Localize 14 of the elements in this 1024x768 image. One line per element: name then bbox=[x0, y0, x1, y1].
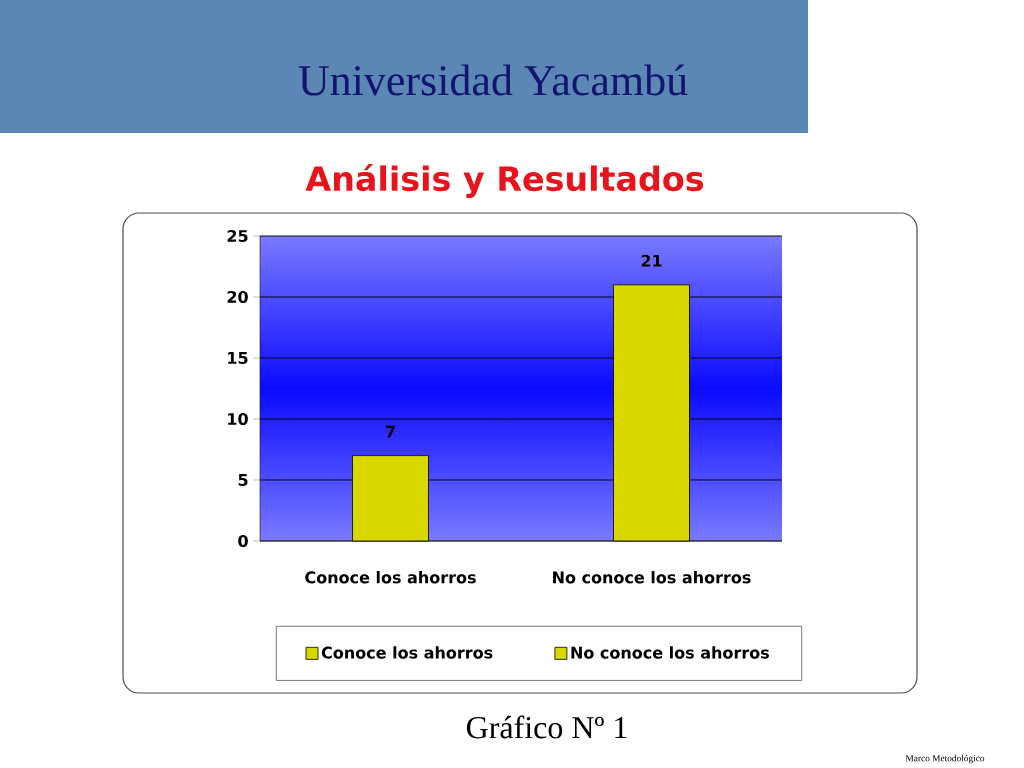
text: Gráfico Nº 1 bbox=[466, 715, 627, 739]
legend-label: No conoce los ahorros bbox=[571, 646, 769, 659]
chart-subtitle: Análisis y Resultados bbox=[305, 164, 704, 198]
legend-label: Conoce los ahorros bbox=[321, 646, 493, 659]
y-tick-label: 5 bbox=[238, 474, 248, 486]
data-label: 7 bbox=[386, 425, 395, 438]
y-tick-label: 0 bbox=[238, 534, 248, 548]
text: Marco Metodológico bbox=[905, 754, 985, 764]
y-tick-label: 25 bbox=[227, 229, 248, 243]
y-tick-label: 10 bbox=[228, 412, 248, 426]
chart-title: Universidad Yacambú bbox=[298, 64, 688, 96]
y-tick-label: 15 bbox=[228, 352, 248, 364]
data-label: 21 bbox=[641, 254, 662, 267]
y-tick-label: 20 bbox=[227, 290, 248, 304]
